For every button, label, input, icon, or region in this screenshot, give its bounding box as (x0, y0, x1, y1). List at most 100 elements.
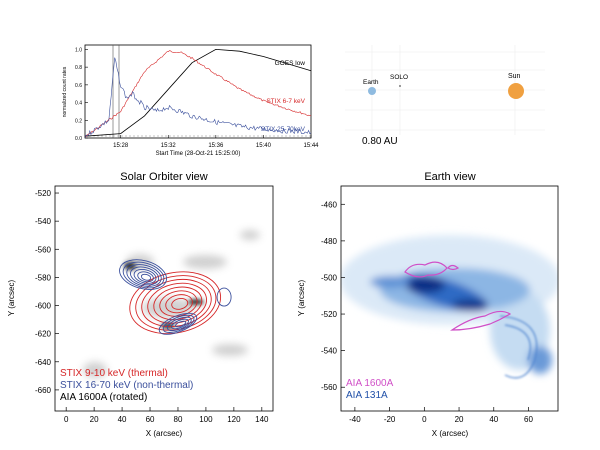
stix-nonthermal-contour (166, 316, 192, 332)
earth-label: Earth (363, 79, 379, 86)
lc-ytick-label: 1.0 (75, 47, 82, 53)
earth-ylabel: Y (arcsec) (297, 280, 306, 317)
solo-ytick-label: -580 (35, 273, 52, 282)
stix-nonthermal-contour (175, 320, 187, 328)
earth-legend-aia131: AIA 131A (346, 390, 388, 401)
lc-xtick-label: 15:32 (161, 143, 177, 149)
solo-yticks: -520 -540 -560 -580 -600 -620 -640 -660 (35, 189, 59, 395)
sun-label: Sun (508, 73, 521, 80)
lightcurve-xlabel: Start Time (28-Oct-21 15:25:00) (156, 151, 241, 157)
earth-ytick-label: -460 (321, 200, 338, 209)
solo-xticks: 0 20 40 60 80 100 120 140 (64, 407, 269, 424)
stix-nonthermal-contour (158, 312, 198, 335)
lightcurve-xticks: 15:28 15:32 15:36 15:40 15:44 (113, 135, 319, 149)
stix-nonthermal-contour (140, 273, 152, 281)
distance-label: 0.80 AU (362, 136, 398, 147)
solo-legend-thermal: STIX 9-10 keV (thermal) (60, 368, 168, 379)
stix-contours (119, 259, 232, 335)
solo-ytick-label: -620 (35, 330, 52, 339)
solo-xtick-label: 140 (255, 415, 269, 424)
solo-label: SOLO (390, 74, 408, 81)
solo-xtick-label: 120 (227, 415, 241, 424)
earth-image: AIA 1600A AIA 131A (341, 186, 558, 411)
earth-xtick-label: 60 (524, 415, 533, 424)
solo-ytick-label: -660 (35, 386, 52, 395)
stix-nonthermal-contour (137, 271, 154, 283)
earth-legend-aia1600: AIA 1600A (346, 378, 394, 389)
earth-ytick-label: -500 (321, 273, 338, 282)
stix-thermal-contour (153, 286, 203, 321)
earth-ytick-label: -540 (321, 347, 338, 356)
earth-xticks: -40 -20 0 20 40 60 (349, 407, 533, 424)
stix-nonthermal-contour (162, 314, 195, 333)
lightcurve-frame (84, 44, 312, 139)
lc-ytick-label: 0.6 (75, 83, 82, 89)
lc-xtick-label: 15:40 (256, 143, 272, 149)
series-stix-25-70kev (84, 57, 312, 138)
earth-xlabel: X (arcsec) (432, 429, 469, 438)
label-stix-low: STIX 6-7 keV (266, 98, 305, 105)
solo-ytick-label: -600 (35, 302, 52, 311)
solo-view-title: Solar Orbiter view (120, 171, 207, 183)
sun-marker (508, 83, 524, 99)
stix-nonthermal-contour (122, 261, 165, 289)
stix-thermal-contour (165, 294, 193, 314)
solo-xtick-label: 100 (199, 415, 213, 424)
earth-ytick-label: -480 (321, 237, 338, 246)
solo-xlabel: X (arcsec) (146, 429, 183, 438)
earth-marker (368, 87, 376, 95)
earth-yticks: -460 -480 -500 -520 -540 -560 (321, 200, 345, 392)
lc-ytick-label: 0.0 (75, 136, 82, 142)
solo-xtick-label: 40 (118, 415, 127, 424)
earth-ytick-label: -520 (321, 310, 338, 319)
solo-xtick-label: 60 (146, 415, 155, 424)
solo-xtick-label: 20 (90, 415, 99, 424)
lc-ytick-label: 0.2 (75, 118, 82, 124)
stix-nonthermal-contour (119, 259, 167, 290)
earth-view-title: Earth view (424, 171, 475, 183)
solo-ytick-label: -540 (35, 217, 52, 226)
stix-thermal-contour (159, 290, 198, 317)
solo-frame (54, 185, 274, 412)
solo-image: STIX 9-10 keV (thermal) STIX 16-70 keV (… (55, 186, 273, 411)
lightcurve-panel: 0.00.20.40.60.81.0 15:28 15:32 15:36 15:40 1… (62, 44, 319, 157)
stix-nonthermal-contour (216, 287, 232, 307)
solo-xtick-label: 80 (174, 415, 183, 424)
solo-ytick-label: -560 (35, 245, 52, 254)
lc-ytick-label: 0.4 (75, 101, 82, 107)
earth-xtick-label: -40 (349, 415, 361, 424)
lightcurve-yticks: 0.0 0.2 0.4 0.6 0.8 1.0 (75, 47, 88, 142)
label-stix-high: STIX 25-70keV (261, 126, 306, 133)
series-stix-6-7kev (84, 50, 312, 138)
lightcurve-ylabel: normalized count rates (62, 66, 68, 117)
solo-ytick-label: -520 (35, 189, 52, 198)
stix-nonthermal-contour (126, 264, 162, 287)
stix-nonthermal-contour (133, 268, 157, 284)
stix-nonthermal-contour (170, 318, 189, 330)
stix-nonthermal-contour (130, 266, 160, 286)
lc-ytick-label: 0.8 (75, 65, 82, 71)
position-panel: Earth SOLO Sun 0.80 AU (345, 45, 545, 147)
solo-ytick-label: -640 (35, 358, 52, 367)
stix-thermal-contour (129, 271, 222, 335)
earth-xtick-label: 40 (489, 415, 498, 424)
earth-xtick-label: 20 (455, 415, 464, 424)
earth-frame (340, 185, 559, 412)
earth-xtick-label: -20 (384, 415, 396, 424)
label-goes: GOES low (275, 60, 306, 67)
earth-xtick-label: 0 (422, 415, 427, 424)
aia1600-contours (404, 261, 512, 331)
solo-ylabel: Y (arcsec) (7, 280, 16, 317)
solo-legend-aia: AIA 1600A (rotated) (60, 392, 147, 403)
lc-xtick-label: 15:44 (303, 143, 319, 149)
earth-ytick-label: -560 (321, 383, 338, 392)
stix-thermal-contour (141, 279, 212, 328)
solo-xtick-label: 0 (64, 415, 69, 424)
solo-legend-nonthermal: STIX 16-70 keV (non-thermal) (60, 380, 193, 391)
lc-xtick-label: 15:36 (208, 143, 224, 149)
series-goes-low (84, 48, 312, 137)
lc-xtick-label: 15:28 (113, 143, 129, 149)
stix-thermal-contour (147, 282, 207, 324)
stix-thermal-contour (171, 298, 189, 310)
